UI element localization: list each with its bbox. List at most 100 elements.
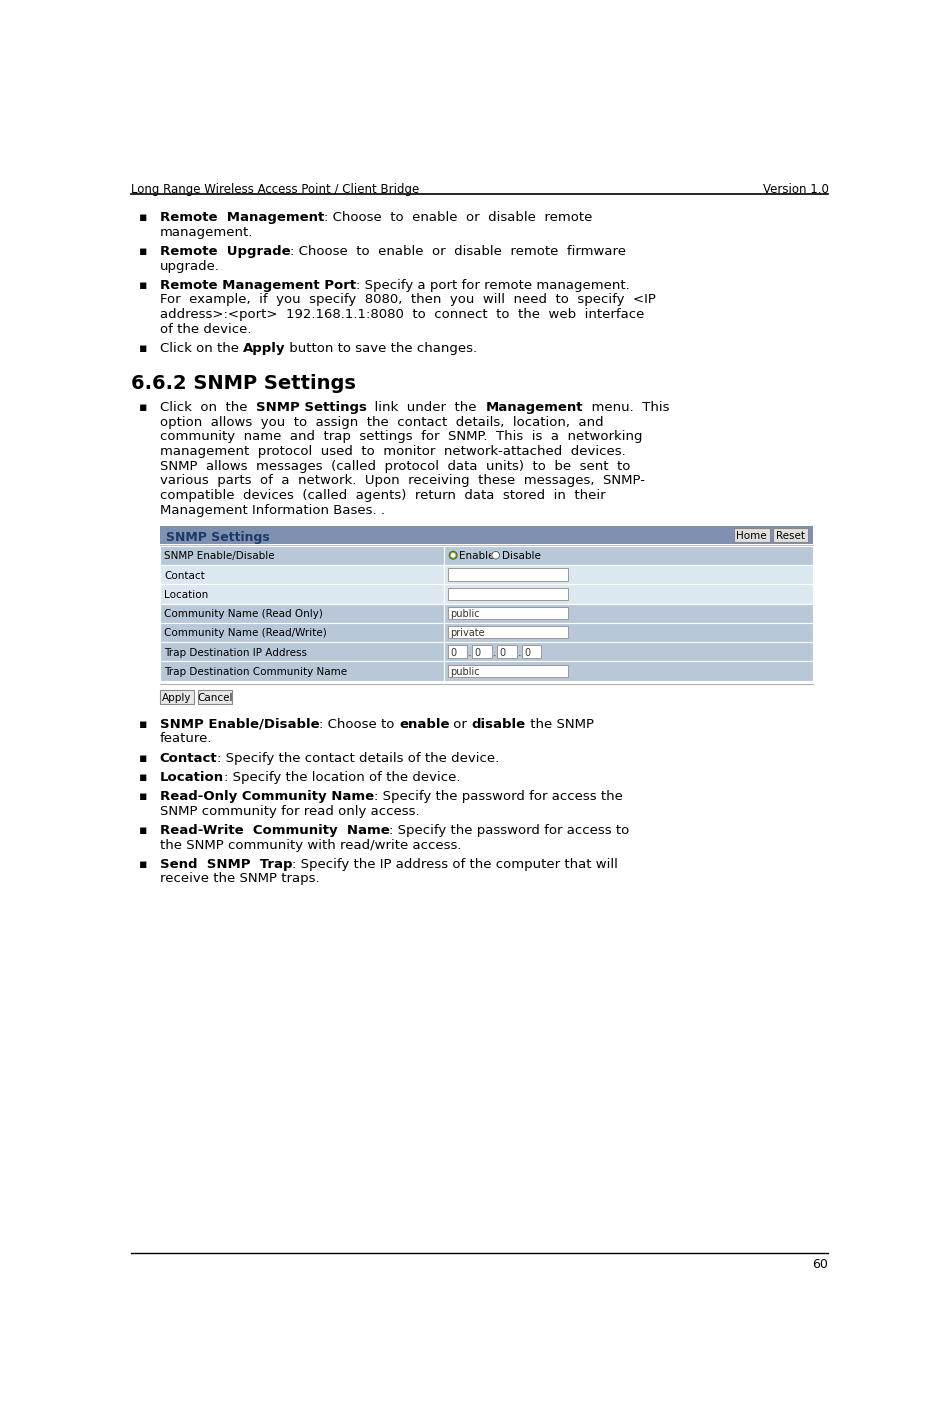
Bar <box>160 546 444 566</box>
Text: Contact: Contact <box>160 751 217 765</box>
Text: of the device.: of the device. <box>160 322 251 336</box>
Bar <box>160 584 444 604</box>
Text: SNMP community for read only access.: SNMP community for read only access. <box>160 805 419 818</box>
Text: 6.6.2 SNMP Settings: 6.6.2 SNMP Settings <box>131 373 356 392</box>
Text: management.: management. <box>160 225 253 238</box>
Text: feature.: feature. <box>160 732 212 745</box>
Text: Location: Location <box>160 771 224 784</box>
Text: 60: 60 <box>812 1258 828 1271</box>
Text: public: public <box>450 608 479 618</box>
Text: ▪: ▪ <box>139 402 147 415</box>
Text: : Specify the location of the device.: : Specify the location of the device. <box>224 771 461 784</box>
Text: Trap Destination Community Name: Trap Destination Community Name <box>165 667 347 677</box>
Text: Version 1.0: Version 1.0 <box>763 184 828 197</box>
Text: Disable: Disable <box>502 551 541 561</box>
Text: Remote  Upgrade: Remote Upgrade <box>160 245 290 258</box>
Bar <box>447 587 568 600</box>
Text: .: . <box>492 647 496 657</box>
Text: : Specify a port for remote management.: : Specify a port for remote management. <box>356 279 630 292</box>
Text: Community Name (Read Only): Community Name (Read Only) <box>165 608 323 618</box>
Circle shape <box>492 551 500 559</box>
Bar <box>160 623 444 643</box>
Text: or: or <box>449 718 472 731</box>
Text: Send  SNMP  Trap: Send SNMP Trap <box>160 858 292 871</box>
Bar <box>198 690 232 704</box>
Text: 0: 0 <box>500 647 505 657</box>
Text: : Choose to: : Choose to <box>319 718 399 731</box>
Text: receive the SNMP traps.: receive the SNMP traps. <box>160 872 319 885</box>
Bar <box>447 607 568 618</box>
Text: Management Information Bases. .: Management Information Bases. . <box>160 503 385 517</box>
Text: community  name  and  trap  settings  for  SNMP.  This  is  a  networking: community name and trap settings for SNM… <box>160 430 642 443</box>
Bar <box>160 690 194 704</box>
Text: button to save the changes.: button to save the changes. <box>285 342 477 355</box>
Bar <box>497 646 517 658</box>
Text: : Specify the password for access the: : Specify the password for access the <box>373 789 622 804</box>
Bar <box>444 566 813 584</box>
Text: ▪: ▪ <box>139 211 147 224</box>
Text: SNMP Settings: SNMP Settings <box>166 530 270 543</box>
Text: menu.  This: menu. This <box>583 402 669 415</box>
Circle shape <box>449 551 457 559</box>
Text: Cancel: Cancel <box>197 693 233 703</box>
Text: ▪: ▪ <box>139 751 147 765</box>
Text: : Choose  to  enable  or  disable  remote  firmware: : Choose to enable or disable remote fir… <box>290 245 626 258</box>
Text: SNMP  allows  messages  (called  protocol  data  units)  to  be  sent  to: SNMP allows messages (called protocol da… <box>160 460 630 473</box>
Text: the SNMP: the SNMP <box>526 718 593 731</box>
Text: 0: 0 <box>524 647 531 657</box>
Text: the SNMP community with read/write access.: the SNMP community with read/write acces… <box>160 838 461 852</box>
Bar <box>522 646 541 658</box>
Circle shape <box>451 554 455 557</box>
Bar <box>160 526 813 544</box>
Text: address>:<port>  192.168.1.1:8080  to  connect  to  the  web  interface: address>:<port> 192.168.1.1:8080 to conn… <box>160 308 644 321</box>
Bar <box>160 604 444 623</box>
Text: public: public <box>450 667 479 677</box>
Text: upgrade.: upgrade. <box>160 259 220 272</box>
Text: For  example,  if  you  specify  8080,  then  you  will  need  to  specify  <IP: For example, if you specify 8080, then y… <box>160 294 655 306</box>
Bar <box>447 626 568 638</box>
Bar <box>772 529 809 542</box>
Text: Enable: Enable <box>460 551 495 561</box>
Text: Read-Only Community Name: Read-Only Community Name <box>160 789 373 804</box>
Bar <box>160 661 444 681</box>
Text: Remote  Management: Remote Management <box>160 211 324 224</box>
Text: .: . <box>468 647 472 657</box>
Text: private: private <box>450 628 485 638</box>
Text: Apply: Apply <box>242 342 285 355</box>
Text: : Specify the contact details of the device.: : Specify the contact details of the dev… <box>217 751 500 765</box>
Text: SNMP Settings: SNMP Settings <box>256 402 367 415</box>
Text: disable: disable <box>472 718 526 731</box>
Text: Click  on  the: Click on the <box>160 402 256 415</box>
Bar <box>444 643 813 661</box>
Text: Home: Home <box>737 532 767 542</box>
Text: 0: 0 <box>475 647 481 657</box>
Text: ▪: ▪ <box>139 342 147 355</box>
Text: SNMP Enable/Disable: SNMP Enable/Disable <box>160 718 319 731</box>
Text: Apply: Apply <box>162 693 192 703</box>
Bar <box>447 646 467 658</box>
Text: enable: enable <box>399 718 449 731</box>
Text: compatible  devices  (called  agents)  return  data  stored  in  their: compatible devices (called agents) retur… <box>160 489 606 502</box>
Bar <box>444 584 813 604</box>
Bar <box>447 664 568 677</box>
Text: ▪: ▪ <box>139 718 147 731</box>
Bar <box>444 604 813 623</box>
Text: ▪: ▪ <box>139 858 147 871</box>
Text: Contact: Contact <box>165 570 205 580</box>
Bar <box>473 646 492 658</box>
Bar <box>444 661 813 681</box>
Text: Remote Management Port: Remote Management Port <box>160 279 356 292</box>
Bar <box>444 623 813 643</box>
Bar <box>444 546 813 566</box>
Text: Trap Destination IP Address: Trap Destination IP Address <box>165 647 307 657</box>
Text: ▪: ▪ <box>139 279 147 292</box>
Text: ▪: ▪ <box>139 824 147 836</box>
Text: management  protocol  used  to  monitor  network-attached  devices.: management protocol used to monitor netw… <box>160 445 625 457</box>
Bar <box>160 643 444 661</box>
Text: ▪: ▪ <box>139 245 147 258</box>
Text: Community Name (Read/Write): Community Name (Read/Write) <box>165 628 327 638</box>
Text: .: . <box>518 647 521 657</box>
Text: 0: 0 <box>450 647 456 657</box>
Text: ▪: ▪ <box>139 789 147 804</box>
Text: Click on the: Click on the <box>160 342 242 355</box>
